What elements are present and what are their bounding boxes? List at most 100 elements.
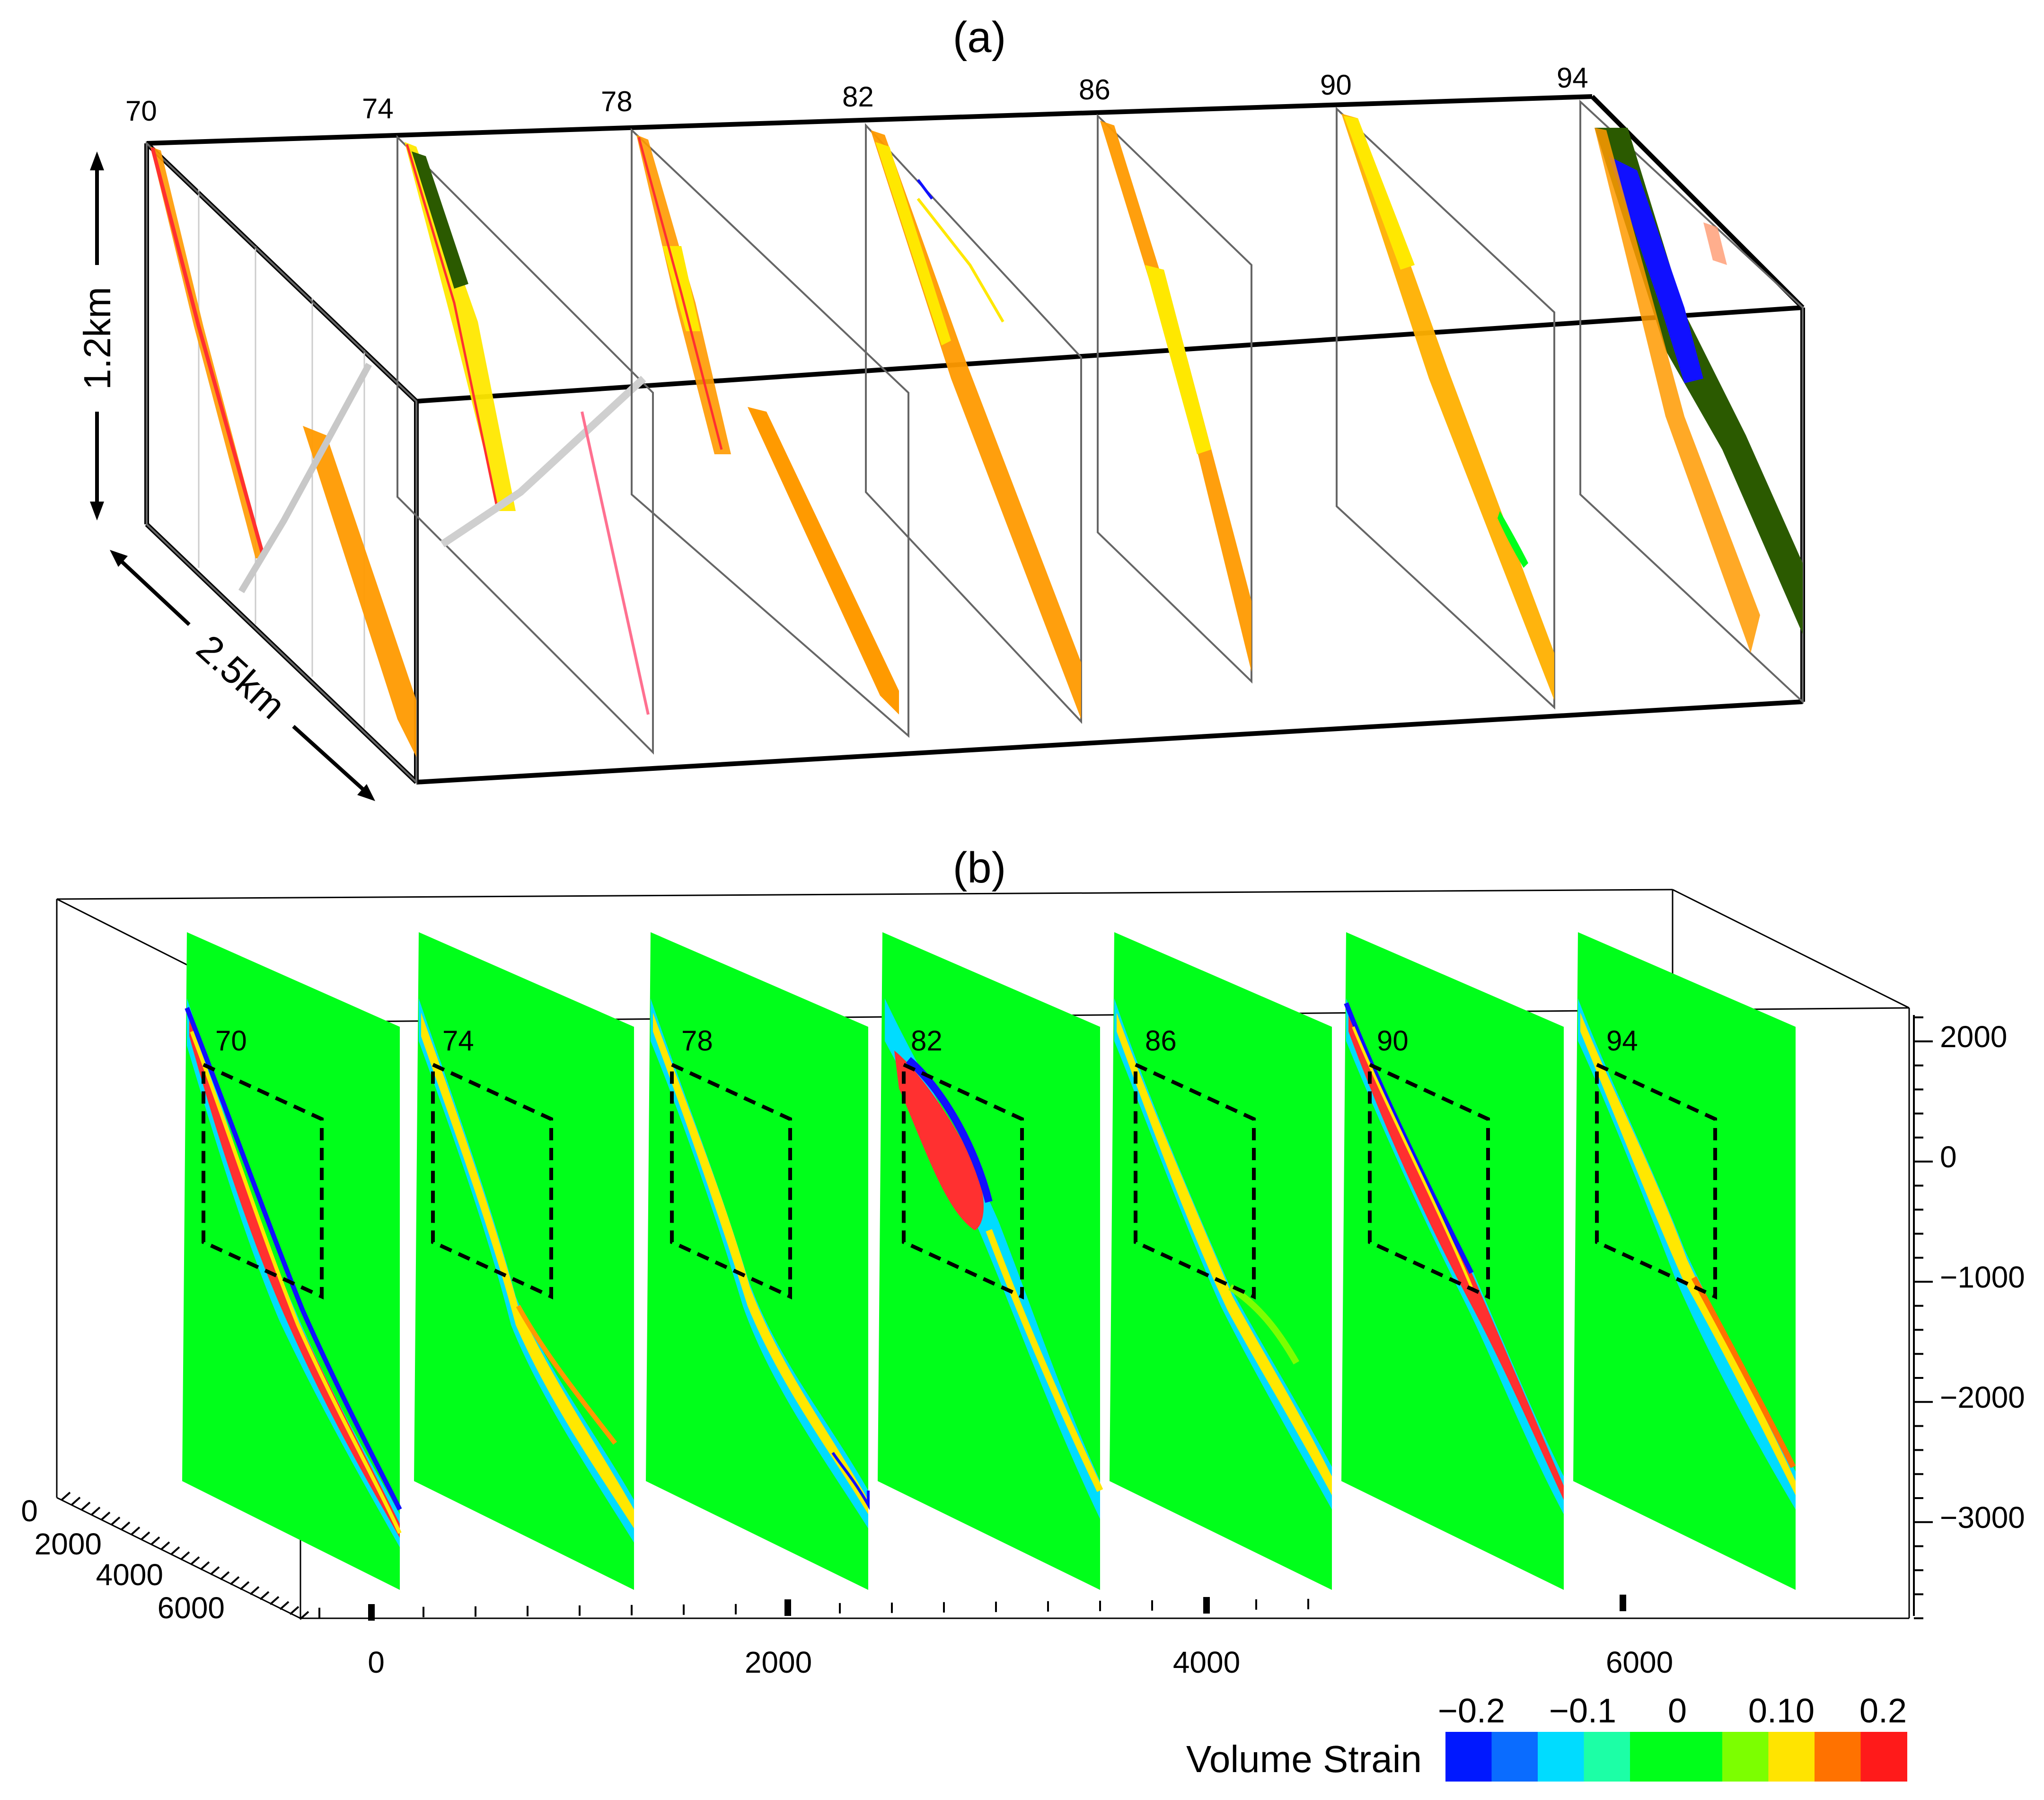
- dashed-boxes: [202, 1061, 1717, 1300]
- colorbar-cell: [1491, 1732, 1538, 1782]
- box-top-back-edge: [146, 94, 1593, 146]
- y-axis-tick: [259, 1591, 270, 1600]
- section-plane-70: [146, 141, 417, 785]
- grey-fault-70: [238, 362, 372, 593]
- dashed-box-70: [202, 1061, 324, 1300]
- colorbar-tick-m02: −0.2: [1438, 1692, 1505, 1730]
- dashed-box-94: [1595, 1061, 1717, 1300]
- z-tick-0: 0: [1940, 1140, 1957, 1174]
- section-label-b-78: 78: [681, 1025, 713, 1057]
- colorbar-tick-0: 0: [1668, 1692, 1687, 1730]
- strain-plane-70: [182, 932, 402, 1590]
- y-axis-tick: [150, 1536, 160, 1545]
- y-axis-tick: [100, 1511, 111, 1521]
- section-label-b-94: 94: [1606, 1025, 1638, 1057]
- strain-plane-78: [646, 932, 870, 1590]
- colorbar-cell: [1722, 1732, 1769, 1782]
- y-axis: 0 2000 4000 6000: [21, 1491, 309, 1625]
- x-tick-4000: 4000: [1173, 1645, 1240, 1679]
- x-tick-0: 0: [368, 1645, 385, 1679]
- colorbar-tick-02: 0.2: [1859, 1692, 1907, 1730]
- y-tick-6000: 6000: [158, 1591, 225, 1625]
- section-label-b-70: 70: [215, 1025, 247, 1057]
- blue-patch-94: [1609, 156, 1703, 383]
- strain-plane-82: [878, 932, 1103, 1590]
- colorbar-cell: [1584, 1732, 1630, 1782]
- colorbar-cell: [1538, 1732, 1585, 1782]
- panel-b: (b): [21, 844, 2025, 1679]
- colorbar-tick-010: 0.10: [1748, 1692, 1815, 1730]
- z-tick-m3000: −3000: [1940, 1500, 2025, 1535]
- y-axis-tick: [200, 1561, 210, 1571]
- arrow-down-icon: [90, 502, 104, 521]
- strain-plane-74: [414, 932, 634, 1590]
- colorbar-cell: [1445, 1732, 1492, 1782]
- y-tick-2000: 2000: [35, 1527, 102, 1561]
- panel-b-planes: [182, 932, 1796, 1590]
- height-label: 1.2km: [76, 287, 118, 390]
- pink-fault-74: [581, 411, 650, 715]
- y-axis-tick: [61, 1491, 71, 1501]
- y-axis-tick: [90, 1507, 101, 1516]
- y-axis-tick: [210, 1566, 220, 1575]
- panel-a: (a): [76, 13, 1805, 801]
- z-tick-2000: 2000: [1940, 1020, 2007, 1054]
- section-label-a-78: 78: [601, 86, 633, 117]
- dashed-box-82: [902, 1061, 1024, 1300]
- dashed-box-74: [431, 1061, 553, 1300]
- y-axis-tick: [289, 1606, 300, 1615]
- box-bottom-front-edge: [416, 699, 1803, 785]
- length-label: 2.5km: [189, 626, 293, 727]
- length-dimension: [110, 550, 375, 801]
- thin-yellow-82: [916, 198, 1004, 323]
- section-label-a-94: 94: [1557, 62, 1588, 94]
- arrow-upleft-icon: [110, 550, 128, 567]
- panel-b-section-labels: 70 74 78 82 86 90 94: [215, 1025, 1638, 1057]
- colorbar-tick-m01: −0.1: [1549, 1692, 1616, 1730]
- y-axis-tick: [220, 1571, 230, 1580]
- section-label-b-82: 82: [911, 1025, 943, 1057]
- left-face-grid: [198, 189, 365, 729]
- y-axis-tick: [170, 1546, 180, 1555]
- box-top-front-edge: [416, 305, 1803, 404]
- z-tick-m2000: −2000: [1940, 1380, 2025, 1414]
- x-axis: 0 2000 4000 6000: [318, 1595, 1673, 1679]
- strain-plane-86: [1110, 932, 1332, 1590]
- section-plane-94: [1579, 99, 1804, 704]
- arrow-downright-icon: [357, 784, 375, 801]
- section-label-b-86: 86: [1145, 1025, 1177, 1057]
- x-tick-6000: 6000: [1606, 1645, 1673, 1679]
- y-axis-tick: [140, 1531, 150, 1541]
- x-tick-2000: 2000: [745, 1645, 812, 1679]
- section-plane-82: [865, 123, 1082, 724]
- y-axis-tick: [130, 1526, 141, 1535]
- colorbar-cell: [1768, 1732, 1815, 1782]
- section-label-a-74: 74: [362, 93, 394, 124]
- colorbar-cell: [1630, 1732, 1677, 1782]
- panel-b-label: (b): [953, 844, 1006, 892]
- section-plane-78: [631, 128, 909, 738]
- section-label-b-74: 74: [442, 1025, 474, 1057]
- z-axis: 2000 0 −1000 −2000 −3000: [1913, 1015, 2025, 1619]
- section-label-a-86: 86: [1079, 74, 1110, 106]
- z-tick-m1000: −1000: [1940, 1260, 2025, 1294]
- dashed-box-90: [1368, 1061, 1490, 1300]
- y-axis-tick: [239, 1581, 250, 1590]
- panel-a-section-labels: 70 74 78 82 86 90 94: [125, 62, 1588, 127]
- dashed-box-78: [670, 1061, 792, 1300]
- colorbar-cell: [1676, 1732, 1723, 1782]
- section-label-a-90: 90: [1320, 69, 1352, 101]
- colorbar: Volume Strain −0.2 −0.1 0 0.10 0.2: [1186, 1692, 1907, 1782]
- y-axis-tick: [120, 1521, 131, 1531]
- y-tick-0: 0: [21, 1494, 38, 1528]
- section-label-a-70: 70: [125, 95, 157, 127]
- colorbar-cell: [1815, 1732, 1861, 1782]
- y-axis-tick: [269, 1596, 280, 1605]
- y-axis-tick: [299, 1611, 309, 1620]
- strain-plane-94: [1573, 932, 1796, 1590]
- fault-strip-78-lower: [748, 407, 899, 715]
- strain-plane-90: [1341, 932, 1564, 1590]
- fault-strip-86: [1100, 121, 1251, 672]
- colorbar-title: Volume Strain: [1186, 1738, 1422, 1780]
- y-axis-tick: [279, 1601, 290, 1610]
